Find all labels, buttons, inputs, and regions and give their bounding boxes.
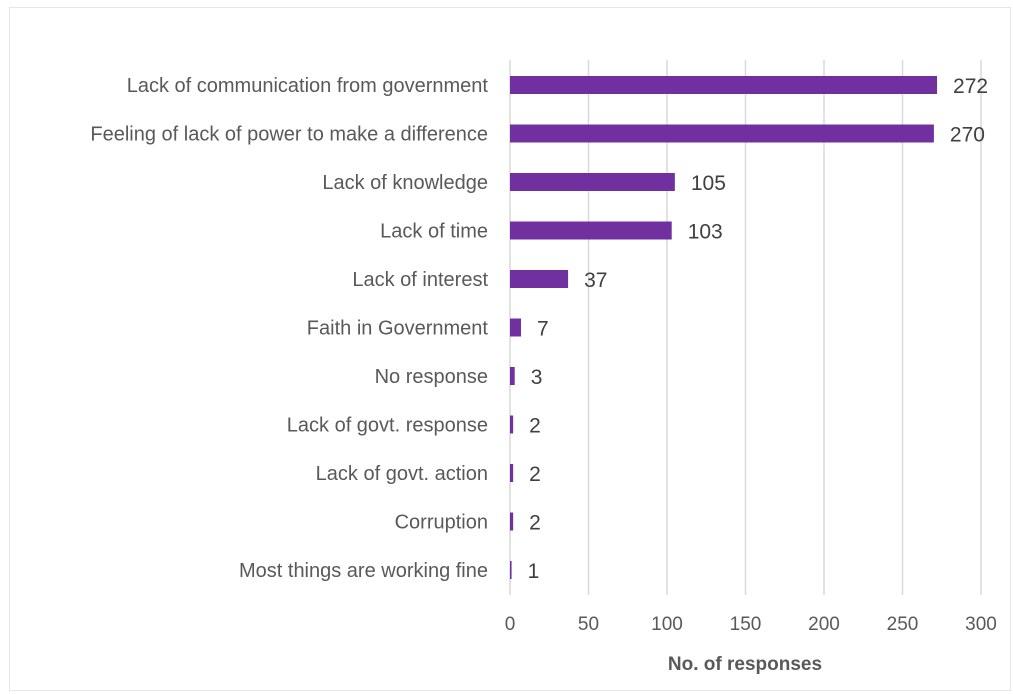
category-label: Lack of time bbox=[380, 221, 488, 243]
gridlines bbox=[509, 60, 982, 595]
data-label: 103 bbox=[688, 221, 723, 244]
data-label: 2 bbox=[529, 463, 541, 486]
category-label: Lack of communication from government bbox=[127, 75, 489, 97]
bar bbox=[510, 173, 675, 191]
bar bbox=[510, 318, 521, 337]
category-label: Lack of interest bbox=[352, 269, 488, 291]
bar bbox=[510, 415, 514, 434]
category-label: Most things are working fine bbox=[239, 560, 488, 582]
x-axis-ticks: 0 50 100 150 200 250 300 bbox=[505, 614, 997, 635]
x-axis-title: No. of responses bbox=[668, 654, 822, 675]
category-labels: Lack of communication from government Fee… bbox=[90, 75, 488, 582]
data-label: 3 bbox=[531, 366, 543, 389]
category-label: No response bbox=[375, 366, 488, 388]
x-tick-label: 300 bbox=[965, 614, 997, 635]
category-label: Faith in Government bbox=[307, 318, 489, 340]
x-tick-label: 150 bbox=[730, 614, 762, 635]
x-tick-label: 250 bbox=[887, 614, 919, 635]
category-label: Corruption bbox=[395, 512, 488, 534]
data-labels: 272 270 105 103 37 7 3 2 2 2 1 bbox=[528, 75, 989, 583]
data-label: 105 bbox=[691, 172, 726, 195]
bar bbox=[510, 367, 515, 385]
bar bbox=[510, 221, 672, 240]
category-label: Feeling of lack of power to make a diffe… bbox=[90, 124, 488, 146]
data-label: 7 bbox=[537, 318, 549, 341]
bar bbox=[510, 124, 934, 143]
bar bbox=[510, 464, 514, 482]
x-tick-label: 200 bbox=[808, 614, 840, 635]
data-label: 2 bbox=[529, 512, 541, 535]
data-label: 37 bbox=[584, 269, 607, 292]
data-label: 272 bbox=[953, 75, 988, 98]
category-label: Lack of govt. action bbox=[316, 463, 488, 485]
x-tick-label: 0 bbox=[505, 614, 516, 635]
bar bbox=[510, 270, 569, 288]
bars bbox=[510, 76, 938, 579]
data-label: 2 bbox=[529, 415, 541, 438]
bar bbox=[510, 76, 938, 94]
x-tick-label: 50 bbox=[578, 614, 599, 635]
data-label: 1 bbox=[528, 560, 540, 583]
x-tick-label: 100 bbox=[651, 614, 683, 635]
data-label: 270 bbox=[950, 124, 985, 147]
bar bbox=[510, 561, 512, 579]
bar bbox=[510, 512, 514, 531]
category-label: Lack of knowledge bbox=[322, 172, 488, 194]
category-label: Lack of govt. response bbox=[287, 415, 488, 437]
